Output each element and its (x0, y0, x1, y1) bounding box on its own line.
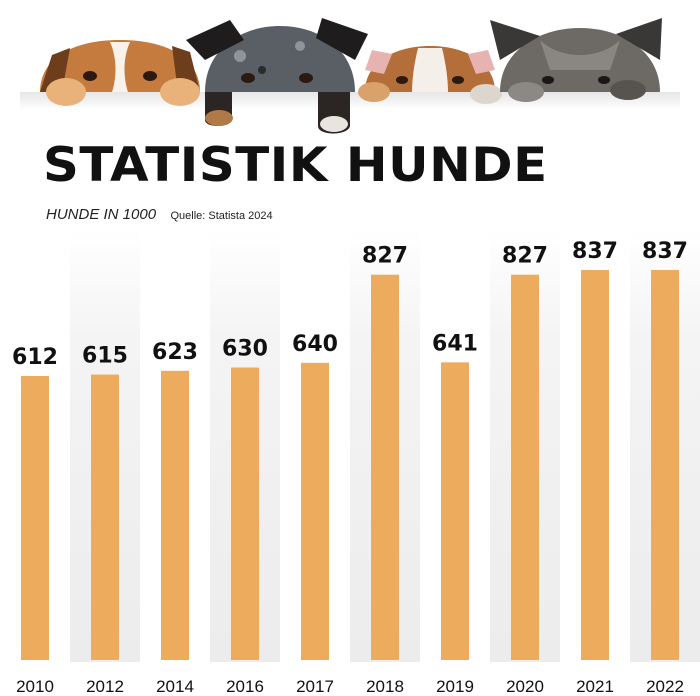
dog-1-image (40, 40, 200, 106)
x-tick-label-2010: 2010 (16, 677, 54, 696)
bar-2014 (161, 370, 189, 660)
x-tick-label-2012: 2012 (86, 677, 124, 696)
x-tick-label-2019: 2019 (436, 677, 474, 696)
x-tick-label-2016: 2016 (226, 677, 264, 696)
chart-title: STATISTIK HUNDE (43, 138, 548, 193)
dog-4-image (490, 18, 662, 102)
source-note: Quelle: Statista 2024 (170, 210, 273, 222)
x-tick-label-2018: 2018 (366, 677, 404, 696)
value-label-2014: 623 (152, 340, 198, 365)
value-label-2022: 837 (642, 239, 688, 264)
value-label-2018: 827 (362, 244, 408, 269)
value-label-2017: 640 (292, 332, 338, 357)
x-tick-label-2022: 2022 (646, 677, 684, 696)
dogs-header-image (20, 18, 680, 134)
bar-2012 (91, 374, 119, 660)
subtitle-row: HUNDE IN 1000 Quelle: Statista 2024 (46, 206, 273, 224)
bar-2020 (511, 274, 539, 660)
bar-2010 (21, 376, 49, 660)
x-tick-label-2020: 2020 (506, 677, 544, 696)
bar-2021 (581, 270, 609, 660)
value-label-2019: 641 (432, 331, 478, 356)
x-axis-labels-group: 2010 2012 2014 2016 2017 2018 2019 2020 2021 2022 (16, 677, 684, 696)
bar-2017 (301, 362, 329, 660)
bar-2022 (651, 270, 679, 660)
value-labels-group: 612 615 623 630 640 827 641 827 837 837 (12, 239, 688, 370)
x-tick-label-2021: 2021 (576, 677, 614, 696)
value-label-2020: 827 (502, 244, 548, 269)
dog-2-image (186, 18, 368, 134)
x-tick-label-2014: 2014 (156, 677, 194, 696)
bar-2019 (441, 362, 469, 660)
chart-subtitle: HUNDE IN 1000 (46, 206, 157, 223)
value-label-2021: 837 (572, 239, 618, 264)
bars-group (21, 270, 679, 660)
value-label-2010: 612 (12, 345, 58, 370)
bar-2016 (231, 367, 259, 660)
value-label-2012: 615 (82, 344, 128, 369)
x-tick-label-2017: 2017 (296, 677, 334, 696)
value-label-2016: 630 (222, 337, 268, 362)
bar-2018 (371, 274, 399, 660)
dog-3-image (358, 46, 502, 104)
